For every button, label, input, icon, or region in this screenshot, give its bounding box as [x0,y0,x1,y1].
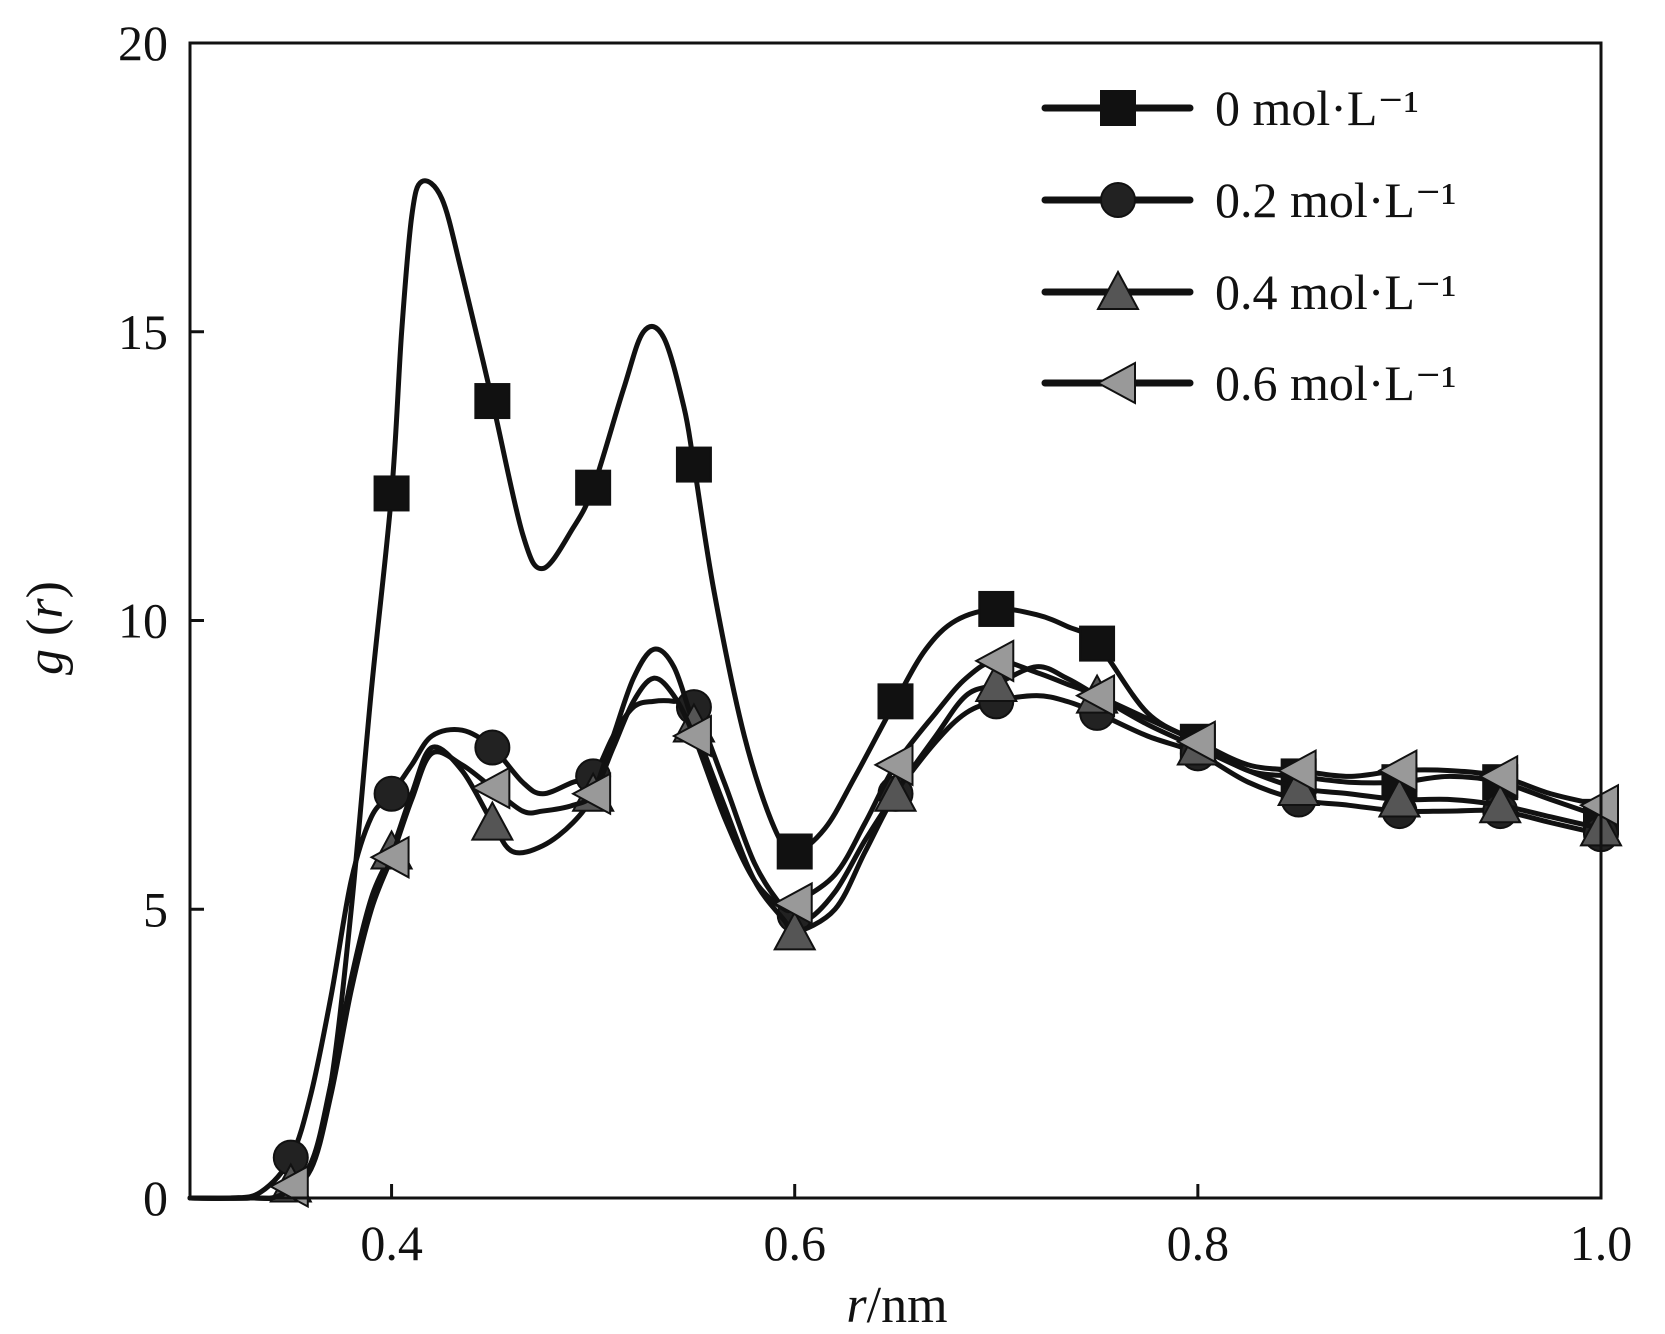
series-0 [187,178,1619,1202]
legend-marker [1096,269,1140,310]
x-axis-title-unit: /nm [867,1277,948,1334]
series-point [470,766,511,810]
legend-marker [1100,90,1136,126]
series-layer [187,178,1623,1209]
legend-label: 0 mol·L⁻¹ [1215,80,1419,136]
series-point [1478,754,1519,799]
series-line [187,646,1604,1202]
legend-label: 0.4 mol·L⁻¹ [1215,264,1456,320]
x-tick-label: 0.8 [1167,1215,1230,1271]
series-point [369,835,410,879]
series-point [474,383,511,420]
series-point [671,714,712,758]
series-point [1377,748,1418,793]
y-axis-title-open: ( [17,619,74,649]
series-point [1478,783,1522,824]
series-line [187,693,1604,1201]
series-point [1074,673,1116,718]
series-point [1175,720,1216,764]
y-tick-label: 15 [118,304,168,360]
series-point [873,743,914,787]
ticks-layer: 0.4 0.6 0.8 1.0 0 5 10 15 20 [118,15,1632,1271]
series-point [974,661,1018,703]
legend-marker [1095,361,1136,405]
series-point [1276,748,1317,793]
series-point [1377,777,1422,818]
y-axis-title-close: ) [17,581,74,598]
series-point [470,800,515,841]
series-point [772,881,813,926]
series-point [373,475,410,512]
series-point [974,639,1015,683]
series-point [675,446,712,483]
x-axis-title: r/nm [846,1277,947,1334]
y-tick-label: 5 [143,881,168,937]
series-point [877,683,914,720]
series-point [575,469,612,506]
legend-marker [1100,182,1136,218]
series-3 [187,639,1619,1209]
legend-item-2: 0.4 mol·L⁻¹ [1041,264,1456,320]
legend-label: 0.2 mol·L⁻¹ [1215,172,1456,228]
legend-item-3: 0.6 mol·L⁻¹ [1041,355,1456,411]
x-tick-label: 1.0 [1570,1215,1633,1271]
y-tick-label: 0 [143,1170,168,1226]
legend: 0 mol·L⁻¹ 0.2 mol·L⁻¹ 0.4 mol·L⁻¹ 0.6 mol·L… [1041,80,1456,411]
series-2 [187,646,1623,1203]
legend-item-0: 0 mol·L⁻¹ [1041,80,1419,136]
series-point [268,1164,309,1209]
y-tick-label: 10 [118,593,168,649]
series-point [776,833,813,870]
series-point [1079,625,1116,662]
series-point [474,729,511,766]
series-line [187,658,1604,1201]
series-point [773,910,817,951]
series-point [571,772,612,816]
series-point [978,590,1015,627]
y-axis-title-var: r [17,598,74,619]
y-tick-label: 20 [118,15,168,71]
y-axis-title-func: g [17,649,74,675]
y-axis-title: g (r) [17,581,74,675]
x-tick-label: 0.4 [360,1215,423,1271]
x-tick-label: 0.6 [763,1215,826,1271]
series-point [373,775,410,812]
x-axis-title-var: r [846,1277,867,1334]
series-point [873,771,918,812]
legend-item-1: 0.2 mol·L⁻¹ [1041,172,1456,228]
legend-label: 0.6 mol·L⁻¹ [1215,355,1456,411]
